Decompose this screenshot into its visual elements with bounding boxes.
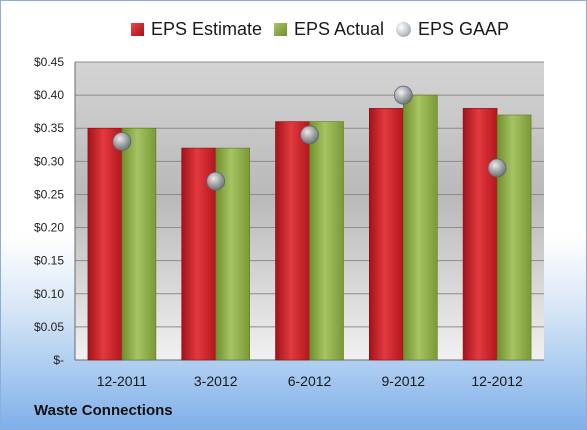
y-tick-label: $0.35 bbox=[34, 121, 64, 135]
y-tick-label: $0.30 bbox=[34, 154, 64, 168]
x-tick-label: 6-2012 bbox=[288, 373, 332, 389]
bars bbox=[87, 94, 532, 361]
bar-eps-estimate bbox=[275, 121, 310, 361]
bar-eps-actual bbox=[496, 114, 532, 361]
marker-eps-gaap bbox=[393, 85, 413, 105]
marker-eps-gaap bbox=[300, 125, 319, 145]
legend-label-estimate: EPS Estimate bbox=[151, 18, 263, 39]
y-tick-label: $0.10 bbox=[34, 287, 64, 301]
legend-item-eps-gaap: EPS GAAP bbox=[396, 16, 509, 42]
y-tick-label: $0.05 bbox=[34, 320, 64, 334]
bar-eps-actual bbox=[402, 94, 438, 361]
legend-label-actual: EPS Actual bbox=[294, 18, 385, 39]
x-tick-label: 12-2012 bbox=[471, 373, 523, 389]
legend-swatch-actual bbox=[274, 22, 287, 36]
y-tick-label: $0.20 bbox=[34, 221, 64, 235]
marker-eps-gaap bbox=[206, 171, 226, 191]
gaap-markers bbox=[112, 85, 507, 191]
y-axis-ticks: $- $0.05 $0.10 $0.15 $0.20 $0.25 $0.30 $0.35 $0.… bbox=[34, 55, 64, 367]
x-tick-label: 9-2012 bbox=[382, 373, 426, 389]
legend-label-gaap: EPS GAAP bbox=[418, 18, 510, 39]
bar-eps-actual bbox=[215, 147, 250, 361]
legend-item-eps-estimate: EPS Estimate bbox=[131, 16, 262, 42]
marker-eps-gaap bbox=[112, 132, 132, 151]
legend: EPS Estimate EPS Actual EPS GAAP bbox=[0, 16, 587, 42]
y-tick-label: $0.40 bbox=[34, 88, 64, 102]
legend-swatch-estimate bbox=[131, 22, 144, 36]
y-tick-label: $0.15 bbox=[34, 254, 64, 268]
company-name: Waste Connections bbox=[34, 402, 173, 419]
bar-eps-estimate bbox=[462, 108, 498, 361]
bar-eps-estimate bbox=[87, 127, 123, 361]
bar-eps-actual bbox=[121, 127, 157, 361]
y-tick-label: $0.25 bbox=[34, 187, 64, 201]
x-axis-ticks: 12-2011 3-2012 6-2012 9-2012 12-2012 bbox=[97, 373, 523, 389]
y-tick-label: $0.45 bbox=[34, 55, 64, 69]
x-tick-label: 3-2012 bbox=[194, 373, 238, 389]
legend-swatch-gaap bbox=[396, 21, 411, 37]
marker-eps-gaap bbox=[487, 158, 507, 178]
legend-item-eps-actual: EPS Actual bbox=[274, 16, 384, 42]
x-tick-label: 12-2011 bbox=[97, 373, 148, 389]
bar-eps-estimate bbox=[368, 108, 404, 361]
y-tick-label: $- bbox=[53, 353, 64, 367]
bar-eps-actual bbox=[309, 121, 344, 361]
